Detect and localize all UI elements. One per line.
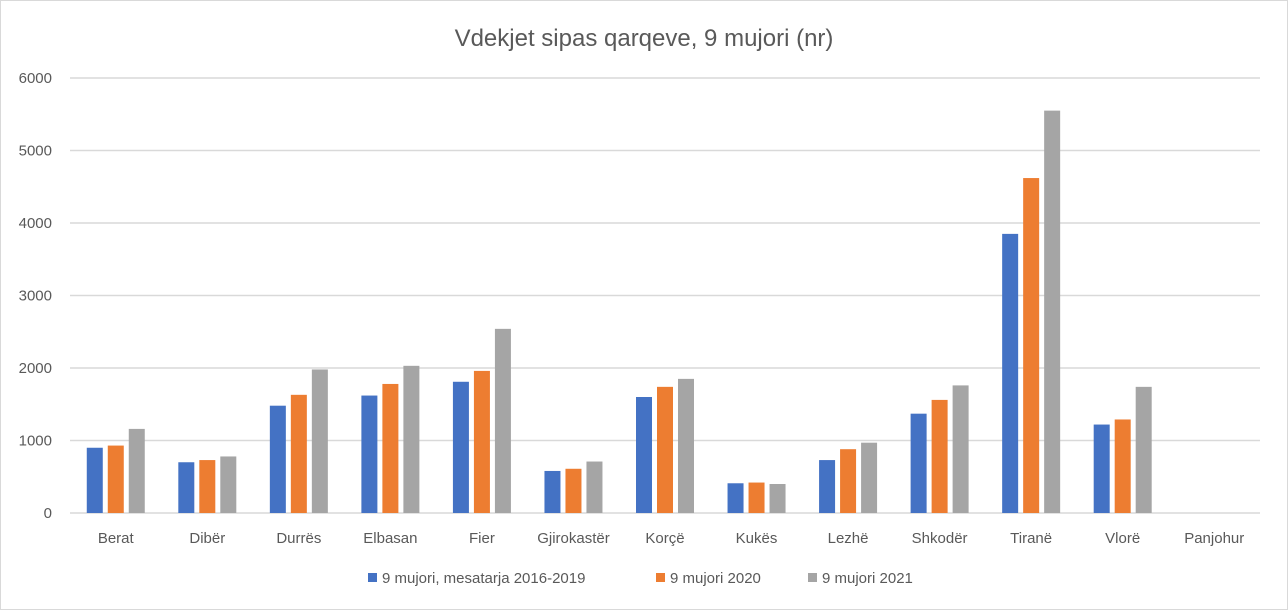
bar-vlorë-series-0 xyxy=(1093,424,1110,513)
legend: 9 mujori, mesatarja 2016-2019 9 mujori 20… xyxy=(368,570,913,587)
bar-durrës-series-2 xyxy=(311,369,328,513)
y-tick-label: 6000 xyxy=(19,70,52,87)
bar-shkodër-series-1 xyxy=(931,399,948,513)
chart-title: Vdekjet sipas qarqeve, 9 mujori (nr) xyxy=(455,25,834,52)
bar-gjirokastër-series-1 xyxy=(565,468,582,513)
bar-kukës-series-0 xyxy=(727,483,744,513)
x-tick-label: Berat xyxy=(98,530,135,547)
x-axis-ticks: Berat Dibër Durrës Elbasan Fier Gjirokastër Ko… xyxy=(98,530,1244,547)
bar-lezhë-series-2 xyxy=(861,442,878,513)
legend-swatch xyxy=(808,573,817,582)
bar-berat-series-0 xyxy=(86,447,103,513)
y-tick-label: 2000 xyxy=(19,360,52,377)
y-tick-label: 5000 xyxy=(19,143,52,160)
bar-dibër-series-1 xyxy=(199,460,216,513)
bar-dibër-series-2 xyxy=(220,456,237,513)
bar-fier-series-0 xyxy=(452,381,469,513)
x-tick-label: Durrës xyxy=(276,530,321,547)
bar-kukës-series-1 xyxy=(748,482,765,513)
x-tick-label: Gjirokastër xyxy=(537,530,610,547)
y-tick-label: 3000 xyxy=(19,288,52,305)
x-tick-label: Vlorë xyxy=(1105,530,1140,547)
bar-dibër-series-0 xyxy=(178,462,195,513)
bar-shkodër-series-2 xyxy=(952,385,969,513)
x-tick-label: Panjohur xyxy=(1184,530,1244,547)
bar-berat-series-2 xyxy=(128,428,145,513)
bar-gjirokastër-series-2 xyxy=(586,461,603,513)
x-tick-label: Tiranë xyxy=(1010,530,1052,547)
bar-elbasan-series-0 xyxy=(361,395,378,513)
x-tick-label: Dibër xyxy=(189,530,225,547)
x-tick-label: Korçë xyxy=(645,530,684,547)
y-tick-label: 0 xyxy=(44,505,52,522)
legend-swatch xyxy=(656,573,665,582)
y-axis-ticks: 0 1000 2000 3000 4000 5000 6000 xyxy=(19,70,52,522)
x-tick-label: Kukës xyxy=(736,530,778,547)
bar-vlorë-series-2 xyxy=(1135,386,1152,513)
bar-vlorë-series-1 xyxy=(1114,419,1131,513)
bar-tiranë-series-1 xyxy=(1023,178,1040,514)
bar-durrës-series-0 xyxy=(269,405,286,513)
bar-korçë-series-1 xyxy=(657,386,673,513)
bar-lezhë-series-1 xyxy=(840,449,857,513)
x-tick-label: Shkodër xyxy=(912,530,968,547)
bar-korçë-series-0 xyxy=(636,397,652,513)
legend-label: 9 mujori 2020 xyxy=(670,570,761,587)
legend-label: 9 mujori, mesatarja 2016-2019 xyxy=(382,570,585,587)
bars xyxy=(86,110,1152,514)
y-tick-label: 4000 xyxy=(19,215,52,232)
bar-shkodër-series-0 xyxy=(910,413,927,513)
y-tick-label: 1000 xyxy=(19,433,52,450)
gridlines xyxy=(70,77,1260,514)
bar-tiranë-series-0 xyxy=(1002,233,1019,513)
bar-tiranë-series-2 xyxy=(1044,110,1061,513)
bar-lezhë-series-0 xyxy=(819,460,836,513)
bar-gjirokastër-series-0 xyxy=(544,470,561,513)
bar-fier-series-1 xyxy=(473,370,490,513)
bar-elbasan-series-1 xyxy=(382,383,399,513)
bar-durrës-series-1 xyxy=(290,394,307,513)
bar-kukës-series-2 xyxy=(769,484,786,513)
bar-fier-series-2 xyxy=(494,328,511,513)
x-tick-label: Elbasan xyxy=(363,530,417,547)
bar-elbasan-series-2 xyxy=(403,365,420,513)
bar-berat-series-1 xyxy=(107,445,124,513)
x-tick-label: Lezhë xyxy=(828,530,869,547)
legend-swatch xyxy=(368,573,377,582)
x-tick-label: Fier xyxy=(469,530,495,547)
legend-label: 9 mujori 2021 xyxy=(822,570,913,587)
bar-korçë-series-2 xyxy=(678,378,694,513)
